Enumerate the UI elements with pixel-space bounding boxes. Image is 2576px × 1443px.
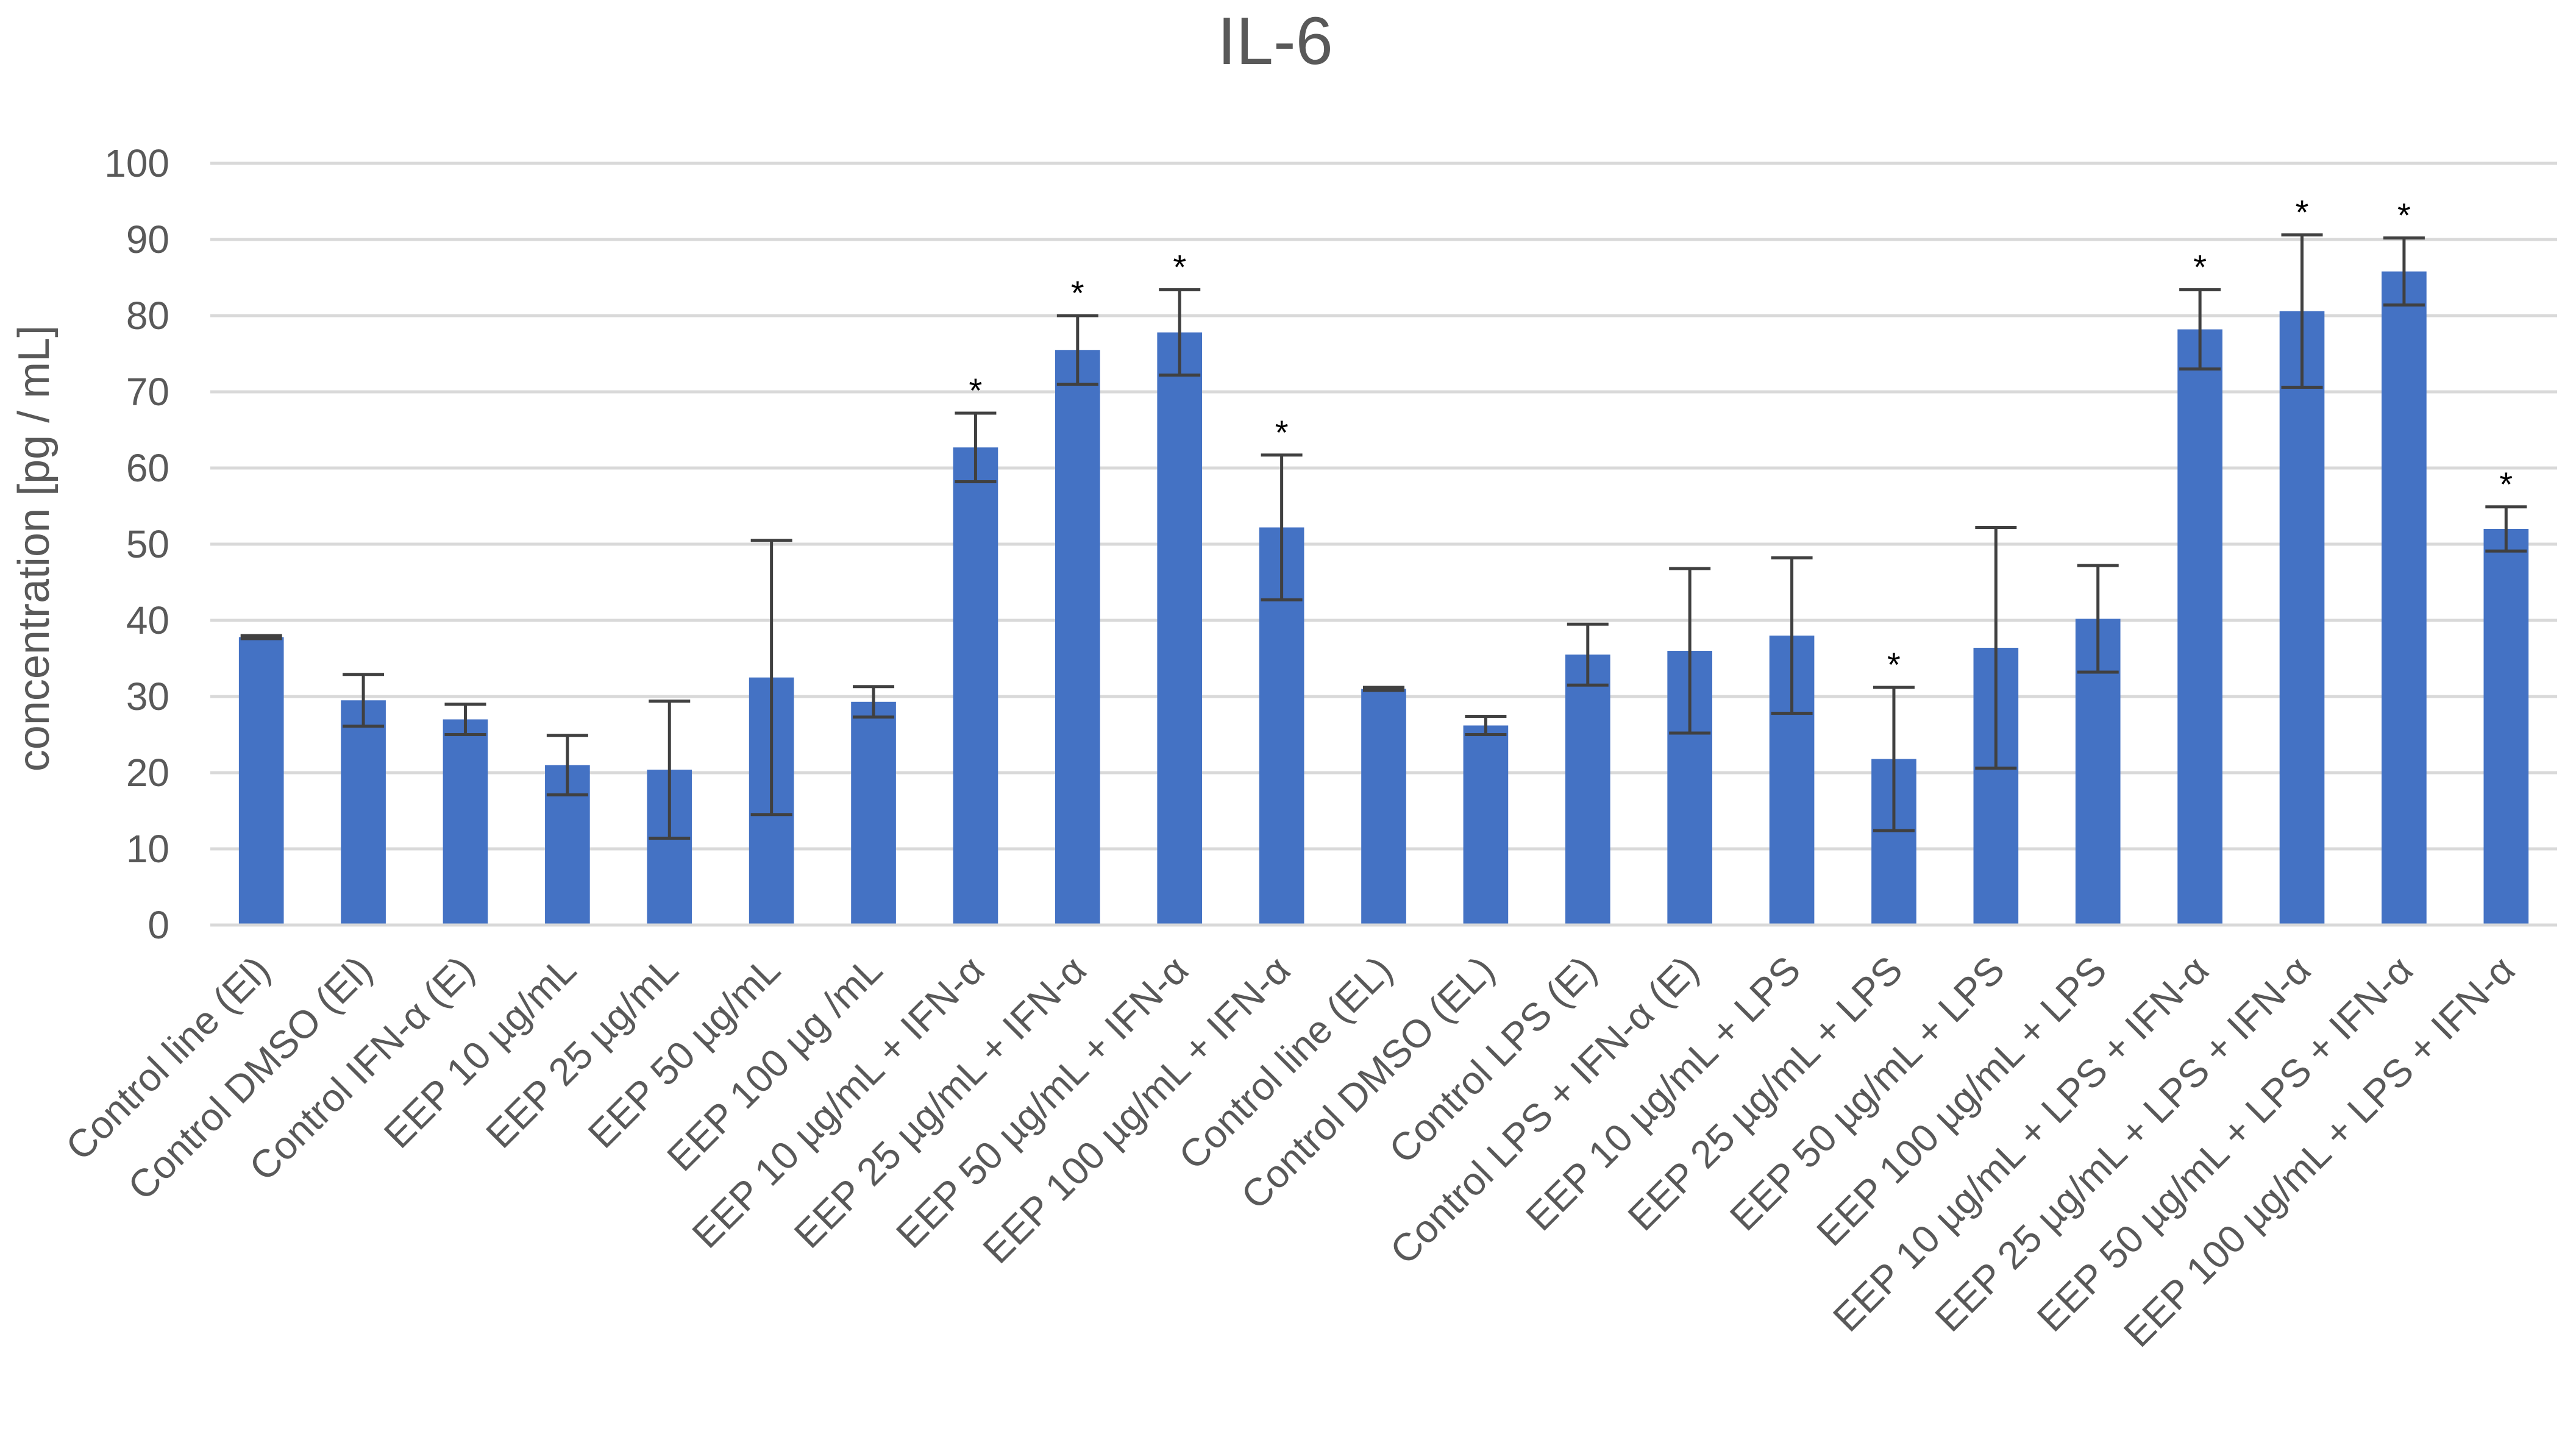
y-tick-label: 30 (126, 675, 169, 718)
error-bar (2179, 288, 2221, 370)
bar (443, 719, 488, 925)
gridlines (210, 161, 2557, 851)
y-tick-label: 70 (126, 370, 169, 414)
bar (1463, 725, 1509, 925)
error-bar (2383, 236, 2425, 307)
error-bar (1873, 686, 1915, 832)
bar (1157, 332, 1203, 925)
error-bar (240, 634, 282, 640)
error-bar (343, 673, 385, 728)
error-bar (1159, 288, 1201, 377)
error-bar (649, 700, 691, 840)
y-tick-label: 100 (104, 141, 169, 185)
error-bar (2077, 564, 2119, 674)
significance-star: * (2499, 465, 2513, 503)
significance-star: * (969, 371, 983, 410)
error-bar (1363, 686, 1404, 692)
bar (238, 637, 284, 925)
significance-star: * (1275, 413, 1289, 452)
bars (238, 271, 2529, 925)
significance-star: * (1887, 645, 1901, 684)
significance-star: * (2296, 193, 2309, 232)
bar (2279, 311, 2325, 925)
y-tick-label: 60 (126, 446, 169, 490)
error-bar (444, 703, 486, 736)
bar (1361, 689, 1406, 925)
y-tick-label: 10 (126, 827, 169, 871)
significance-star: * (2193, 248, 2207, 286)
y-tick-label: 50 (126, 522, 169, 566)
error-bar (1771, 556, 1813, 715)
significance-star: * (1173, 248, 1186, 286)
significance-star: * (1071, 274, 1084, 312)
x-axis-ticks: Control line (El)Control DMSO (El)Contro… (57, 948, 2523, 1355)
bar (2382, 271, 2427, 925)
error-bar (1261, 453, 1303, 601)
bar (851, 701, 896, 925)
error-bar (1465, 715, 1507, 736)
y-tick-label: 20 (126, 751, 169, 795)
y-tick-label: 80 (126, 294, 169, 338)
bar (341, 700, 386, 925)
bar (1565, 654, 1610, 925)
significance-markers: * * * * * * * * * (969, 193, 2513, 684)
x-tick-label: EEP 50 µg/mL + LPS + IFN-α (2029, 948, 2421, 1340)
error-bar (546, 734, 588, 796)
y-axis-label: concentration [pg / mL] (10, 325, 59, 771)
bar (953, 447, 998, 925)
y-tick-label: 90 (126, 218, 169, 261)
bar (2177, 329, 2222, 925)
bar (2483, 529, 2529, 925)
y-tick-label: 0 (148, 903, 169, 947)
error-bar (1056, 314, 1098, 386)
error-bar (1669, 567, 1711, 735)
error-bars (240, 233, 2527, 840)
error-bar (1567, 622, 1609, 687)
significance-star: * (2397, 196, 2411, 235)
bar (1055, 350, 1100, 925)
error-bar (853, 685, 895, 719)
error-bar (2281, 233, 2323, 389)
error-bar (750, 539, 792, 817)
error-bar (1975, 526, 2017, 770)
y-axis-ticks: 0 10 20 30 40 50 60 70 80 90 100 (104, 141, 169, 947)
error-bar (955, 411, 997, 483)
x-tick-label: EEP 25 µg/mL + LPS + IFN-α (1926, 948, 2319, 1340)
chart-title: IL-6 (1217, 4, 1333, 79)
error-bar (2485, 505, 2527, 553)
y-tick-label: 40 (126, 598, 169, 642)
